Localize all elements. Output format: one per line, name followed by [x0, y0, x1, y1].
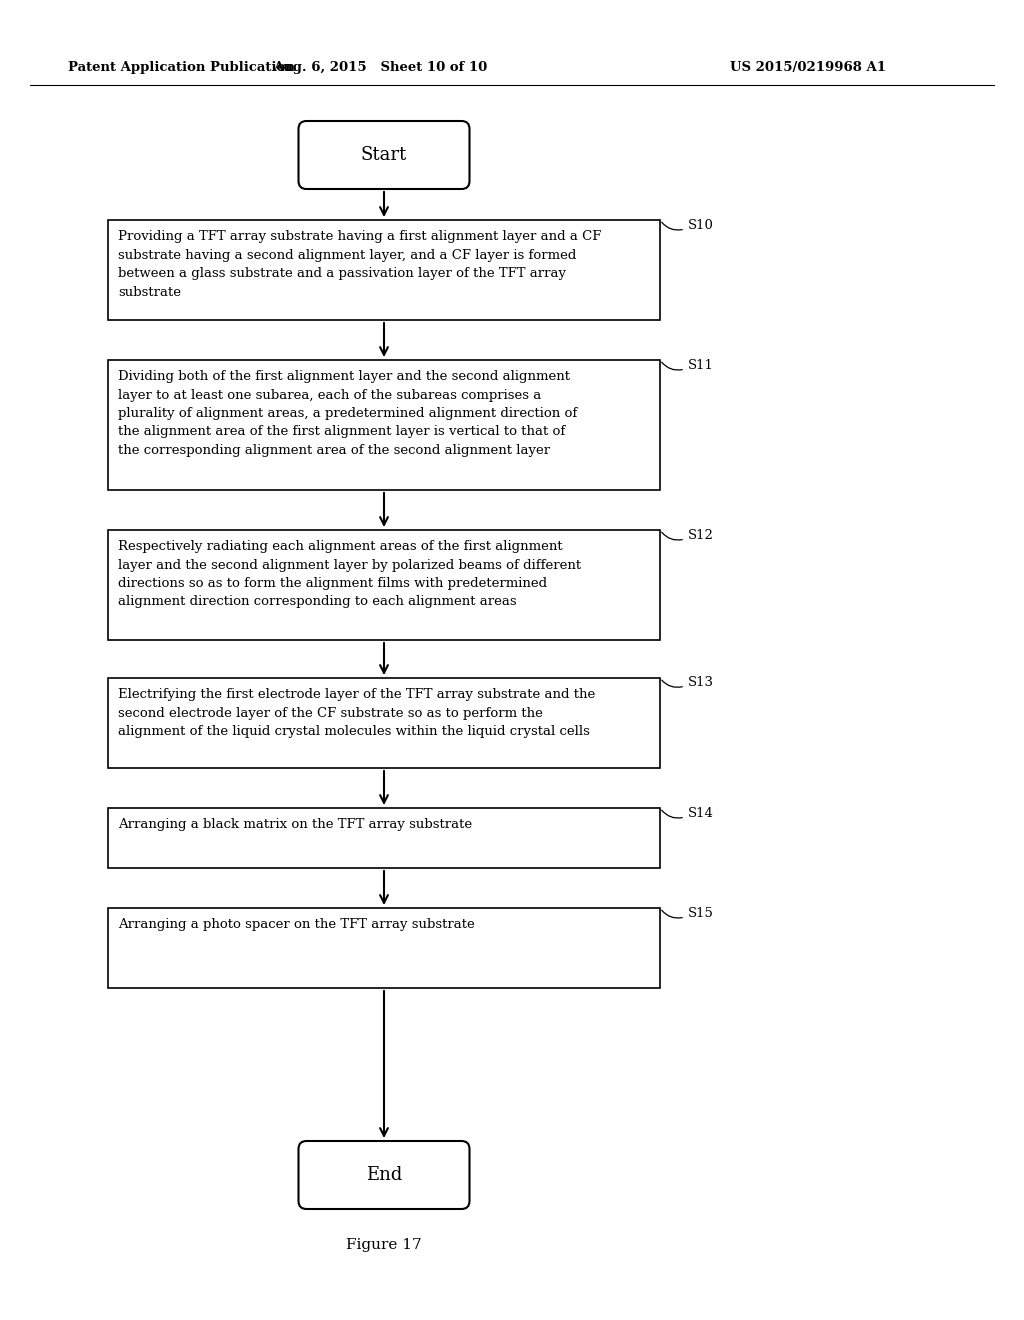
Text: Figure 17: Figure 17	[346, 1238, 422, 1251]
Text: US 2015/0219968 A1: US 2015/0219968 A1	[730, 62, 886, 74]
Text: Arranging a photo spacer on the TFT array substrate: Arranging a photo spacer on the TFT arra…	[118, 917, 475, 931]
Text: S11: S11	[688, 359, 714, 372]
Text: S13: S13	[688, 676, 714, 689]
Text: S15: S15	[688, 907, 714, 920]
Text: Patent Application Publication: Patent Application Publication	[68, 62, 295, 74]
Text: Providing a TFT array substrate having a first alignment layer and a CF
substrat: Providing a TFT array substrate having a…	[118, 230, 601, 298]
Text: Respectively radiating each alignment areas of the first alignment
layer and the: Respectively radiating each alignment ar…	[118, 540, 582, 609]
FancyBboxPatch shape	[299, 1140, 469, 1209]
Bar	[108, 678, 660, 768]
Text: Aug. 6, 2015   Sheet 10 of 10: Aug. 6, 2015 Sheet 10 of 10	[272, 62, 487, 74]
Bar	[108, 908, 660, 987]
Bar	[108, 360, 660, 490]
FancyBboxPatch shape	[299, 121, 469, 189]
Text: S10: S10	[688, 219, 714, 232]
Text: S12: S12	[688, 529, 714, 543]
Text: Electrifying the first electrode layer of the TFT array substrate and the
second: Electrifying the first electrode layer o…	[118, 688, 595, 738]
Text: Dividing both of the first alignment layer and the second alignment
layer to at : Dividing both of the first alignment lay…	[118, 370, 578, 457]
Text: End: End	[366, 1166, 402, 1184]
Bar	[108, 531, 660, 640]
Text: Start: Start	[360, 147, 408, 164]
Text: S14: S14	[688, 807, 714, 820]
Bar	[108, 220, 660, 319]
Text: Arranging a black matrix on the TFT array substrate: Arranging a black matrix on the TFT arra…	[118, 818, 472, 832]
Bar	[108, 808, 660, 869]
